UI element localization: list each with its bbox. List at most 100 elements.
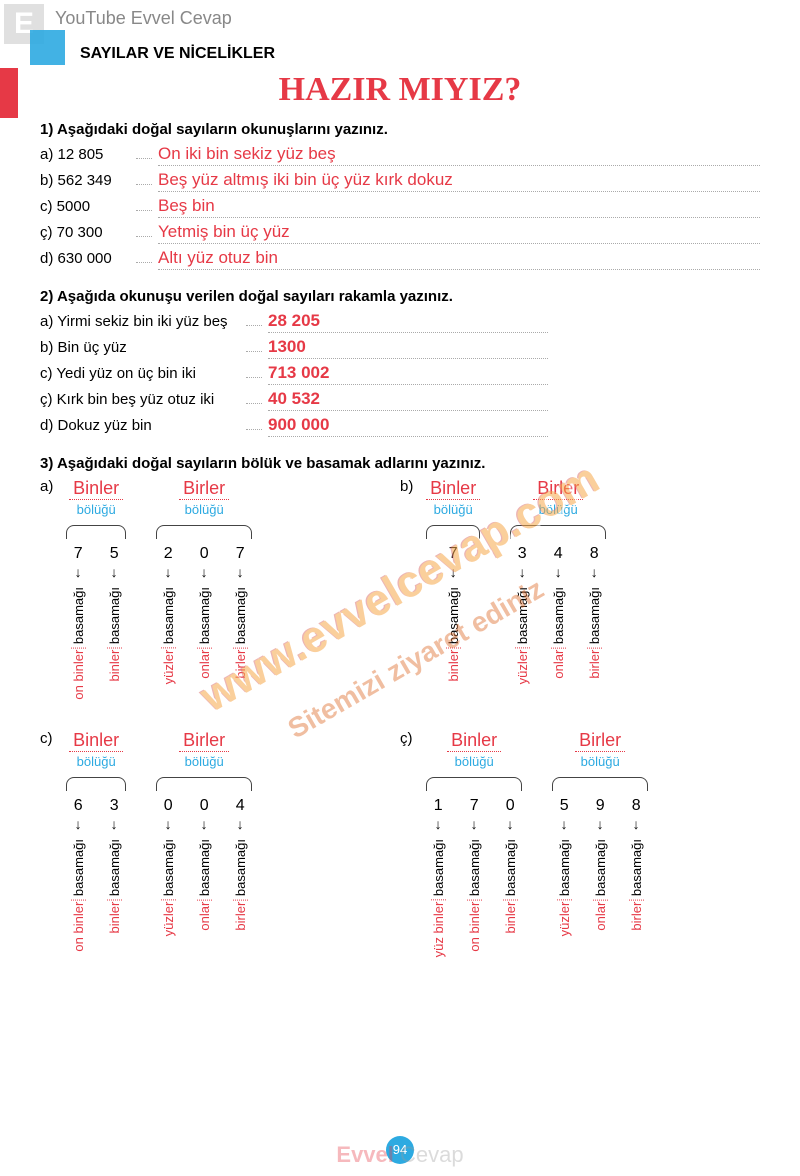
place-label: binler basamağı bbox=[503, 839, 518, 934]
bracket-icon bbox=[66, 525, 126, 539]
q2-item-answer: 40 532 bbox=[268, 389, 548, 411]
digit-column: 5 ↓ yüzler basamağı bbox=[552, 797, 576, 936]
place-value-block: ç) Binler bölüğü 1 ↓ yüz binler basamağı… bbox=[400, 730, 740, 957]
arrow-down-icon: ↓ bbox=[237, 817, 244, 831]
arrow-down-icon: ↓ bbox=[165, 565, 172, 579]
place-label: yüzler basamağı bbox=[161, 587, 176, 684]
digit-value: 7 bbox=[470, 797, 479, 815]
group-title: Birler bbox=[179, 730, 229, 752]
digit-value: 0 bbox=[200, 797, 209, 815]
digit-value: 6 bbox=[74, 797, 83, 815]
digit-column: 2 ↓ yüzler basamağı bbox=[156, 545, 180, 684]
digit-column: 3 ↓ yüzler basamağı bbox=[510, 545, 534, 684]
group-subtitle: bölüğü bbox=[77, 754, 116, 769]
place-label: onlar basamağı bbox=[593, 839, 608, 931]
place-label: on binler basamağı bbox=[71, 839, 86, 952]
q1-item-label: a) 12 805 bbox=[40, 146, 130, 163]
footer-brand: Evvel Cevap bbox=[336, 1142, 463, 1168]
q2-row: ç) Kırk bin beş yüz otuz iki 40 532 bbox=[40, 389, 760, 411]
q2-item-answer: 28 205 bbox=[268, 311, 548, 333]
digit-column: 0 ↓ binler basamağı bbox=[498, 797, 522, 957]
block-label: c) bbox=[40, 730, 62, 747]
q2-row: a) Yirmi sekiz bin iki yüz beş 28 205 bbox=[40, 311, 760, 333]
place-label: yüzler basamağı bbox=[557, 839, 572, 936]
arrow-down-icon: ↓ bbox=[507, 817, 514, 831]
q1-row: d) 630 000 Altı yüz otuz bin bbox=[40, 248, 760, 270]
digit-column: 7 ↓ on binler basamağı bbox=[462, 797, 486, 957]
q1-row: a) 12 805 On iki bin sekiz yüz beş bbox=[40, 144, 760, 166]
place-label: birler basamağı bbox=[233, 839, 248, 931]
place-label: binler basamağı bbox=[446, 587, 461, 682]
q2-item-answer: 713 002 bbox=[268, 363, 548, 385]
place-value-block: b) Binler bölüğü 7 ↓ binler basamağı Bir… bbox=[400, 478, 740, 700]
arrow-down-icon: ↓ bbox=[75, 565, 82, 579]
arrow-down-icon: ↓ bbox=[201, 565, 208, 579]
arrow-down-icon: ↓ bbox=[597, 817, 604, 831]
digit-value: 0 bbox=[506, 797, 515, 815]
arrow-down-icon: ↓ bbox=[201, 817, 208, 831]
q2-item-label: c) Yedi yüz on üç bin iki bbox=[40, 365, 240, 382]
group-subtitle: bölüğü bbox=[581, 754, 620, 769]
group-title: Birler bbox=[533, 478, 583, 500]
q2-prompt: 2) Aşağıda okunuşu verilen doğal sayılar… bbox=[40, 288, 760, 305]
digit-column: 5 ↓ binler basamağı bbox=[102, 545, 126, 700]
q3-prompt: 3) Aşağıdaki doğal sayıların bölük ve ba… bbox=[40, 455, 760, 472]
q1-item-label: d) 630 000 bbox=[40, 250, 130, 267]
q1-row: c) 5000Beş bin bbox=[40, 196, 760, 218]
digit-column: 7 ↓ on binler basamağı bbox=[66, 545, 90, 700]
digit-value: 5 bbox=[110, 545, 119, 563]
place-label: birler basamağı bbox=[629, 839, 644, 931]
q1-row: ç) 70 300Yetmiş bin üç yüz bbox=[40, 222, 760, 244]
digit-value: 9 bbox=[596, 797, 605, 815]
digit-column: 7 ↓ binler basamağı bbox=[441, 545, 465, 682]
arrow-down-icon: ↓ bbox=[561, 817, 568, 831]
arrow-down-icon: ↓ bbox=[111, 565, 118, 579]
q2-row: b) Bin üç yüz1300 bbox=[40, 337, 760, 359]
q2-item-label: ç) Kırk bin beş yüz otuz iki bbox=[40, 391, 240, 408]
bracket-icon bbox=[426, 777, 522, 791]
digit-group: Binler bölüğü 1 ↓ yüz binler basamağı 7 … bbox=[426, 730, 522, 957]
digit-value: 4 bbox=[236, 797, 245, 815]
footer-cevap: Cevap bbox=[400, 1142, 464, 1167]
group-subtitle: bölüğü bbox=[77, 502, 116, 517]
digit-column: 3 ↓ binler basamağı bbox=[102, 797, 126, 952]
corner-blue-square bbox=[30, 30, 65, 65]
group-subtitle: bölüğü bbox=[434, 502, 473, 517]
digit-value: 4 bbox=[554, 545, 563, 563]
digit-column: 8 ↓ birler basamağı bbox=[582, 545, 606, 684]
digit-column: 4 ↓ onlar basamağı bbox=[546, 545, 570, 684]
place-label: binler basamağı bbox=[107, 839, 122, 934]
place-label: yüz binler basamağı bbox=[431, 839, 446, 957]
digit-column: 0 ↓ onlar basamağı bbox=[192, 545, 216, 684]
digit-value: 0 bbox=[200, 545, 209, 563]
bracket-icon bbox=[156, 525, 252, 539]
place-label: on binler basamağı bbox=[71, 587, 86, 700]
q1-item-answer: Beş yüz altmış iki bin üç yüz kırk dokuz bbox=[158, 170, 760, 192]
bracket-icon bbox=[510, 525, 606, 539]
q2-item-answer: 1300 bbox=[268, 337, 548, 359]
group-title: Birler bbox=[179, 478, 229, 500]
digit-group: Binler bölüğü 7 ↓ on binler basamağı 5 ↓… bbox=[66, 478, 126, 700]
digit-column: 4 ↓ birler basamağı bbox=[228, 797, 252, 936]
place-label: on binler basamağı bbox=[467, 839, 482, 952]
q2-item-label: a) Yirmi sekiz bin iki yüz beş bbox=[40, 313, 240, 330]
group-title: Binler bbox=[69, 478, 123, 500]
digit-value: 0 bbox=[164, 797, 173, 815]
digit-value: 8 bbox=[590, 545, 599, 563]
bracket-icon bbox=[552, 777, 648, 791]
digit-column: 7 ↓ birler basamağı bbox=[228, 545, 252, 684]
digit-column: 0 ↓ yüzler basamağı bbox=[156, 797, 180, 936]
q1-item-label: ç) 70 300 bbox=[40, 224, 130, 241]
q1-item-answer: Altı yüz otuz bin bbox=[158, 248, 760, 270]
arrow-down-icon: ↓ bbox=[591, 565, 598, 579]
q1-item-answer: On iki bin sekiz yüz beş bbox=[158, 144, 760, 166]
group-title: Binler bbox=[447, 730, 501, 752]
youtube-label: YouTube Evvel Cevap bbox=[55, 8, 232, 29]
digit-value: 7 bbox=[236, 545, 245, 563]
arrow-down-icon: ↓ bbox=[555, 565, 562, 579]
q1-item-label: b) 562 349 bbox=[40, 172, 130, 189]
digit-group: Birler bölüğü 2 ↓ yüzler basamağı 0 ↓ on… bbox=[156, 478, 252, 700]
digit-group: Birler bölüğü 5 ↓ yüzler basamağı 9 ↓ on… bbox=[552, 730, 648, 957]
place-label: birler basamağı bbox=[233, 587, 248, 679]
arrow-down-icon: ↓ bbox=[471, 817, 478, 831]
